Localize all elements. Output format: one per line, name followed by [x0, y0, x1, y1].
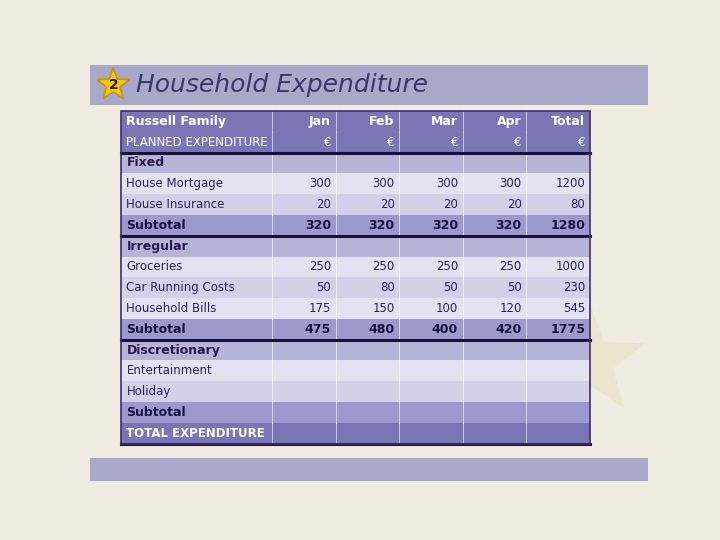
Text: 320: 320 [305, 219, 331, 232]
Text: 20: 20 [379, 198, 395, 211]
Text: 50: 50 [316, 281, 331, 294]
Text: 475: 475 [305, 323, 331, 336]
Text: 120: 120 [499, 302, 522, 315]
Text: Household Bills: Household Bills [127, 302, 217, 315]
Bar [90, 457, 648, 481]
Text: Russell Family: Russell Family [127, 115, 226, 128]
Bar [121, 319, 590, 340]
Text: 250: 250 [500, 260, 522, 273]
Text: Entertainment: Entertainment [127, 364, 212, 377]
Text: 20: 20 [507, 198, 522, 211]
Text: Fixed: Fixed [127, 157, 165, 170]
Bar [121, 111, 590, 132]
Polygon shape [97, 68, 130, 98]
Text: Discretionary: Discretionary [127, 343, 220, 356]
Text: €: € [451, 136, 458, 148]
Text: €: € [387, 136, 395, 148]
Text: Feb: Feb [369, 115, 395, 128]
Bar [121, 423, 590, 444]
Text: Subtotal: Subtotal [127, 406, 186, 419]
Bar [121, 340, 590, 361]
Bar [121, 298, 590, 319]
Text: 50: 50 [444, 281, 458, 294]
Text: 545: 545 [563, 302, 585, 315]
Text: Total: Total [552, 115, 585, 128]
Text: Household Expenditure: Household Expenditure [137, 73, 428, 97]
Text: TOTAL EXPENDITURE: TOTAL EXPENDITURE [127, 427, 265, 440]
Bar [121, 236, 590, 256]
Bar [121, 381, 590, 402]
Bar [121, 173, 590, 194]
Text: Jan: Jan [309, 115, 331, 128]
Text: House Insurance: House Insurance [127, 198, 225, 211]
Text: Subtotal: Subtotal [127, 219, 186, 232]
Text: Apr: Apr [497, 115, 522, 128]
Bar [121, 215, 590, 236]
Text: Subtotal: Subtotal [127, 323, 186, 336]
Text: 400: 400 [432, 323, 458, 336]
Text: Mar: Mar [431, 115, 458, 128]
Text: Irregular: Irregular [127, 240, 188, 253]
Text: House Mortgage: House Mortgage [127, 177, 223, 190]
Bar [121, 402, 590, 423]
Bar [121, 278, 590, 298]
Text: €: € [577, 136, 585, 148]
Text: 420: 420 [495, 323, 522, 336]
Text: 20: 20 [444, 198, 458, 211]
Text: 250: 250 [436, 260, 458, 273]
Text: 2: 2 [109, 78, 118, 92]
Text: 1000: 1000 [556, 260, 585, 273]
Text: Groceries: Groceries [127, 260, 183, 273]
Text: €: € [514, 136, 522, 148]
Text: 80: 80 [380, 281, 395, 294]
Text: 175: 175 [309, 302, 331, 315]
Bar [121, 194, 590, 215]
Text: 1280: 1280 [550, 219, 585, 232]
Text: PLANNED EXPENDITURE: PLANNED EXPENDITURE [127, 136, 268, 148]
Text: 300: 300 [309, 177, 331, 190]
Text: 20: 20 [316, 198, 331, 211]
Text: 300: 300 [500, 177, 522, 190]
Text: 50: 50 [507, 281, 522, 294]
Text: 300: 300 [436, 177, 458, 190]
Text: 300: 300 [372, 177, 395, 190]
Text: €: € [323, 136, 331, 148]
Text: 320: 320 [369, 219, 395, 232]
Bar [90, 65, 648, 105]
Text: 320: 320 [432, 219, 458, 232]
Bar [121, 153, 590, 173]
Text: 150: 150 [372, 302, 395, 315]
Text: 1775: 1775 [550, 323, 585, 336]
Bar [121, 111, 590, 444]
Text: 320: 320 [495, 219, 522, 232]
Text: 250: 250 [372, 260, 395, 273]
Bar [121, 361, 590, 381]
Text: 230: 230 [563, 281, 585, 294]
Text: Car Running Costs: Car Running Costs [127, 281, 235, 294]
Bar [121, 132, 590, 153]
Text: 80: 80 [570, 198, 585, 211]
Text: 1200: 1200 [555, 177, 585, 190]
Text: 480: 480 [369, 323, 395, 336]
Bar [121, 256, 590, 278]
Text: 100: 100 [436, 302, 458, 315]
Polygon shape [534, 303, 645, 408]
Text: 250: 250 [309, 260, 331, 273]
Text: Holiday: Holiday [127, 385, 171, 398]
